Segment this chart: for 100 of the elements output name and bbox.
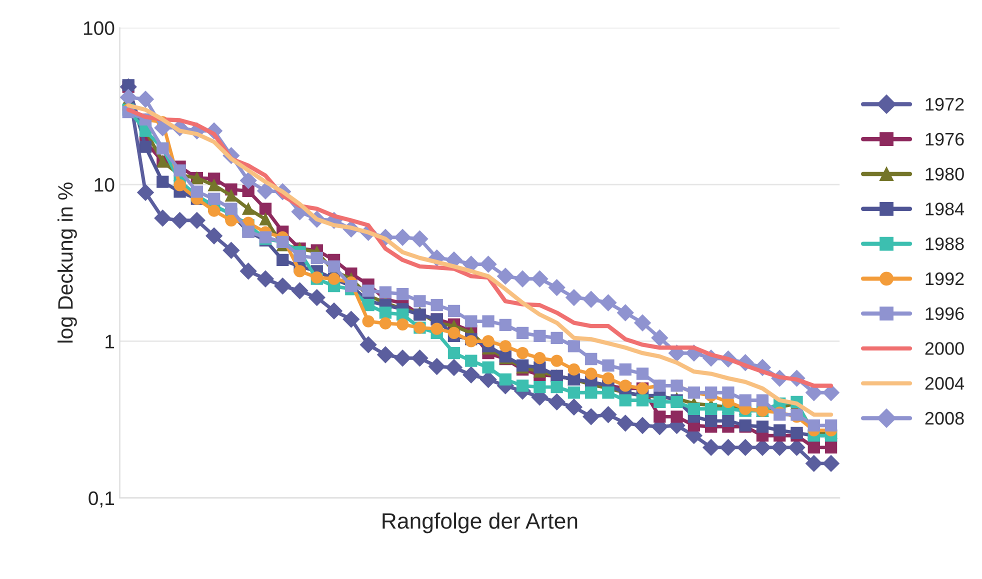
point [736,439,754,456]
point [482,335,494,348]
point [585,386,598,399]
point [448,326,460,339]
point [206,228,222,244]
point [550,380,563,394]
y-tick-label: 10 [94,178,114,192]
point [808,441,820,454]
point [310,252,323,264]
legend-label: 1972 [926,98,964,111]
point [824,419,838,432]
point [550,332,563,344]
point [756,394,769,406]
point [222,242,240,259]
point [362,315,374,328]
point [808,419,820,432]
legend-label: 2008 [925,412,964,425]
point [548,279,566,296]
point [362,284,374,297]
point [499,340,512,352]
point [174,179,186,192]
point [174,164,186,176]
point [190,186,203,198]
point [774,424,786,436]
point [482,361,494,374]
point [619,363,632,376]
point [617,304,634,322]
point [208,192,220,205]
point [414,295,426,308]
point [617,414,634,432]
point [394,228,411,246]
y-axis-title: log Deckung in % [58,182,77,343]
point [568,363,580,376]
point [568,386,580,399]
legend-label: 1996 [926,307,964,320]
point [822,384,840,401]
point [602,359,614,372]
point [516,326,529,339]
point [619,394,632,406]
point [600,406,617,424]
point [705,386,718,399]
legend-label: 1976 [926,132,964,146]
point [446,359,462,376]
point [448,304,460,318]
point [688,402,700,415]
point [582,408,600,426]
legend-label: 1988 [926,237,964,250]
point [480,256,497,273]
point [534,380,546,394]
point [430,322,443,335]
point [514,270,531,288]
point [722,414,734,428]
point [497,268,514,285]
point [360,336,377,354]
point [465,315,478,328]
point [634,314,651,332]
point [291,282,308,300]
point [585,368,598,380]
point [670,410,683,423]
point [308,289,326,306]
y-tick-label: 100 [84,21,114,36]
point [137,90,154,108]
point [550,354,563,367]
point [294,250,306,262]
point [342,310,360,328]
point [188,212,206,229]
point [276,254,289,266]
point [326,302,342,320]
point [600,294,617,312]
point [208,179,220,192]
point [154,210,172,227]
point [328,260,340,273]
point [499,373,512,386]
legend-label: 1992 [926,272,964,286]
point [465,354,478,367]
point [531,270,548,288]
point [568,340,580,352]
point [225,202,238,215]
point [516,380,529,392]
point [651,330,668,346]
point [259,202,272,215]
point [822,455,840,472]
point [534,352,546,364]
point [171,212,188,229]
y-tick-label: 0,1 [88,491,114,508]
point [156,176,169,188]
x-axis-title: Rangfolge der Arten [382,512,578,534]
point [739,394,752,406]
point [430,299,443,312]
point [257,182,274,200]
point [582,290,600,308]
point [294,265,306,278]
point [566,289,582,306]
point [634,417,651,434]
point [225,189,238,202]
point [362,299,374,312]
point [396,318,409,330]
point [137,184,154,201]
point [394,350,411,367]
point [379,306,392,319]
